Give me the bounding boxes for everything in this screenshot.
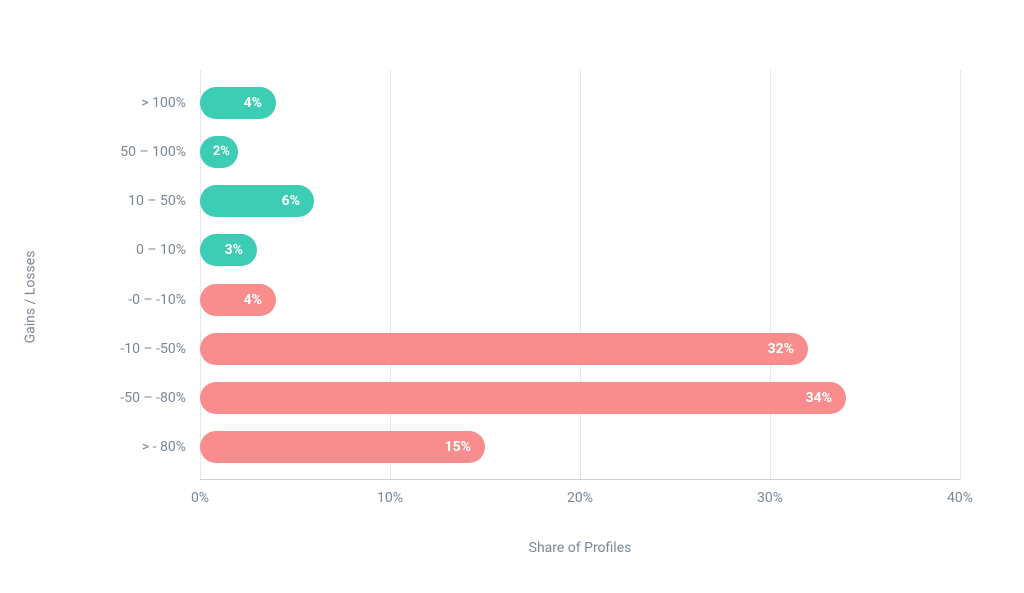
category-label: 50 – 100% bbox=[60, 134, 200, 170]
bar: 4% bbox=[200, 87, 276, 119]
bar: 32% bbox=[200, 333, 808, 365]
grid-line bbox=[960, 70, 961, 480]
x-tick: 30% bbox=[757, 490, 783, 506]
category-label: > - 80% bbox=[60, 429, 200, 465]
category-label: 10 – 50% bbox=[60, 183, 200, 219]
x-axis-ticks: 0% 10% 20% 30% 40% bbox=[200, 480, 960, 510]
bar-value: 32% bbox=[768, 341, 794, 357]
category-label: -50 – -80% bbox=[60, 380, 200, 416]
x-tick: 0% bbox=[191, 490, 209, 506]
bar-row: 2% bbox=[200, 134, 960, 170]
bar: 6% bbox=[200, 185, 314, 217]
category-label: 0 – 10% bbox=[60, 232, 200, 268]
bar-value: 6% bbox=[282, 193, 300, 209]
x-tick: 20% bbox=[567, 490, 593, 506]
x-axis-label: Share of Profiles bbox=[200, 540, 960, 556]
bar: 2% bbox=[200, 136, 238, 168]
bar-row: 15% bbox=[200, 429, 960, 465]
bars-container: 4% 2% 6% 3% 4% 32% 34% 15% bbox=[200, 70, 960, 480]
bar: 4% bbox=[200, 284, 276, 316]
bar-row: 32% bbox=[200, 331, 960, 367]
bar-row: 4% bbox=[200, 85, 960, 121]
bar-row: 6% bbox=[200, 183, 960, 219]
plot-area: 4% 2% 6% 3% 4% 32% 34% 15% bbox=[200, 70, 960, 480]
bar-value: 2% bbox=[213, 144, 230, 159]
bar-row: 4% bbox=[200, 282, 960, 318]
gains-losses-chart: Gains / Losses > 100% 50 – 100% 10 – 50%… bbox=[0, 0, 1024, 593]
bar-row: 3% bbox=[200, 232, 960, 268]
y-axis-label: Gains / Losses bbox=[22, 250, 38, 343]
x-tick: 10% bbox=[377, 490, 403, 506]
category-labels: > 100% 50 – 100% 10 – 50% 0 – 10% -0 – -… bbox=[60, 70, 200, 480]
bar-value: 4% bbox=[244, 95, 262, 111]
category-label: > 100% bbox=[60, 85, 200, 121]
x-tick: 40% bbox=[947, 490, 973, 506]
category-label: -0 – -10% bbox=[60, 282, 200, 318]
bar: 15% bbox=[200, 431, 485, 463]
bar: 3% bbox=[200, 234, 257, 266]
bar-value: 34% bbox=[806, 390, 832, 406]
bar-value: 3% bbox=[225, 242, 243, 258]
y-axis-label-wrap: Gains / Losses bbox=[0, 0, 60, 593]
bar-value: 15% bbox=[445, 439, 471, 455]
bar-row: 34% bbox=[200, 380, 960, 416]
bar-value: 4% bbox=[244, 292, 262, 308]
bar: 34% bbox=[200, 382, 846, 414]
category-label: -10 – -50% bbox=[60, 331, 200, 367]
